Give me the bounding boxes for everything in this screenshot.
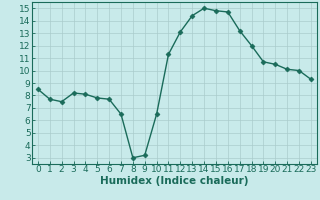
X-axis label: Humidex (Indice chaleur): Humidex (Indice chaleur): [100, 176, 249, 186]
